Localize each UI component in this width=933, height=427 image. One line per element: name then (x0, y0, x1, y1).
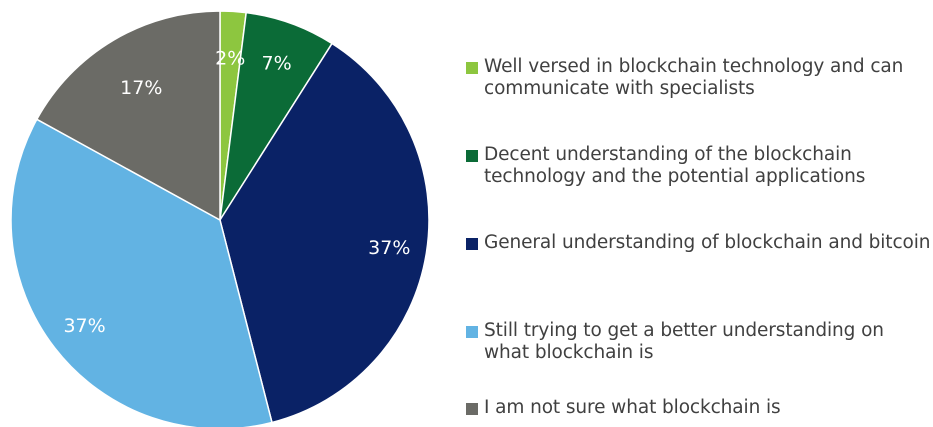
legend-item-general: General understanding of blockchain and … (466, 232, 932, 254)
pie-label-still-trying-to: 37% (63, 315, 105, 337)
legend-swatch-decent (466, 150, 478, 162)
pie-label-i-am-not: 17% (120, 77, 162, 99)
pie-slice-i-am-not (35, 10, 221, 222)
legend-item-well-versed: Well versed in blockchain technology and… (466, 56, 932, 100)
pie-slice-still-trying-to (10, 118, 273, 427)
legend-swatch-not-sure (466, 403, 478, 415)
legend-label-well-versed: Well versed in blockchain technology and… (484, 56, 904, 99)
legend-label-general: General understanding of blockchain and … (484, 232, 931, 253)
legend-item-not-sure: I am not sure what blockchain is (466, 397, 932, 419)
legend-label-not-sure: I am not sure what blockchain is (484, 397, 781, 418)
pie-label-decent-understanding-of: 7% (262, 53, 292, 75)
pie-slice-general-understanding-of (219, 42, 430, 424)
legend-label-decent: Decent understanding of the blockchain t… (484, 144, 866, 187)
legend-label-still-trying: Still trying to get a better understandi… (484, 320, 884, 363)
legend-item-still-trying: Still trying to get a better understandi… (466, 320, 932, 364)
legend-swatch-general (466, 238, 478, 250)
legend-swatch-still-trying (466, 326, 478, 338)
legend-swatch-well-versed (466, 62, 478, 74)
pie-label-well-versed-in: 2% (215, 47, 245, 69)
pie-label-general-understanding-of: 37% (368, 237, 410, 259)
legend-item-decent: Decent understanding of the blockchain t… (466, 144, 932, 188)
pie-chart: 2% 7% 37% 37% 17% (10, 10, 430, 427)
